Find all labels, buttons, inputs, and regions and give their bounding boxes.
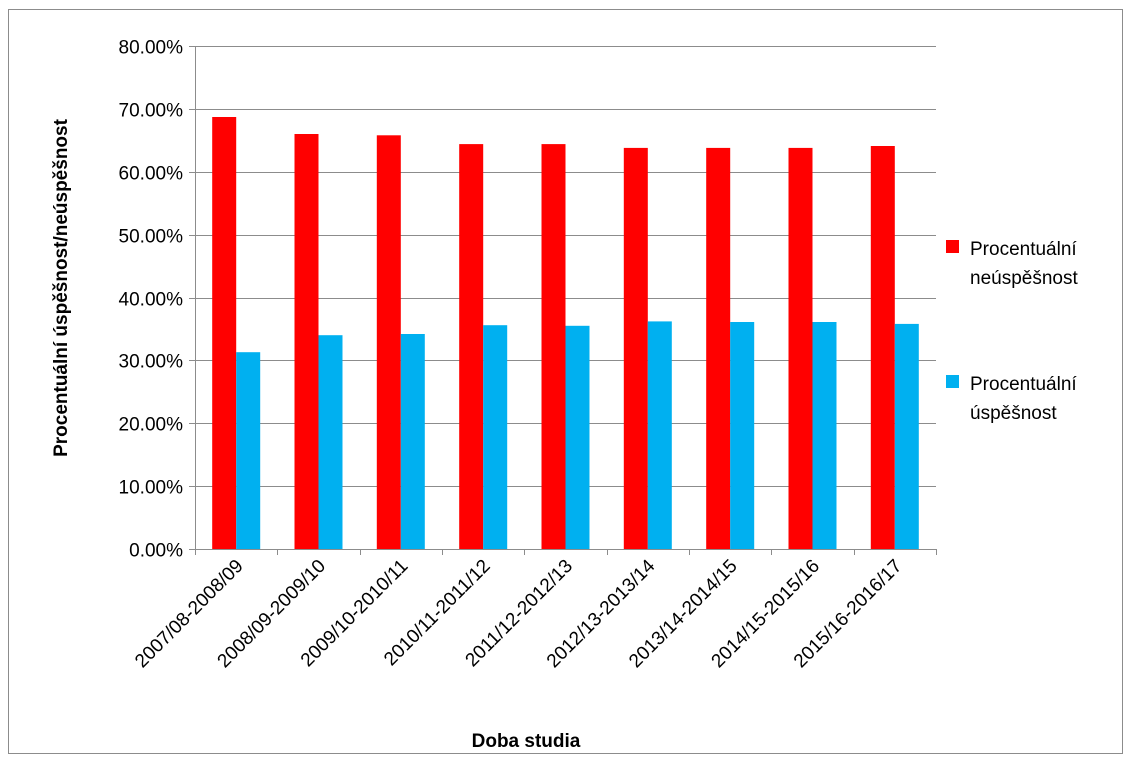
y-tick-label: 60.00% <box>119 164 184 185</box>
y-tick-label: 50.00% <box>119 227 184 248</box>
legend-label: neúspěšnost <box>970 268 1078 289</box>
axes <box>189 46 937 555</box>
x-axis-title: Doba studia <box>472 731 581 752</box>
legend-label: úspěšnost <box>970 403 1057 424</box>
bar-uspesnost <box>318 335 343 549</box>
bar-uspesnost <box>647 321 672 549</box>
y-axis-title: Procentuální úspěšnost/neúspěšnost <box>51 118 72 457</box>
y-tick-label: 80.00% <box>119 38 184 59</box>
bar-neuspesnost <box>376 135 401 550</box>
legend-label: Procentuální <box>970 374 1077 395</box>
bar-neuspesnost <box>788 147 813 549</box>
bar-neuspesnost <box>541 144 566 549</box>
bar-neuspesnost <box>212 117 237 549</box>
bar-neuspesnost <box>870 146 895 549</box>
bar-uspesnost <box>236 352 261 549</box>
legend-swatch <box>946 240 959 253</box>
y-tick-label: 30.00% <box>119 352 184 373</box>
bar-neuspesnost <box>706 147 731 549</box>
y-tick-label: 20.00% <box>119 415 184 436</box>
bar-uspesnost <box>483 325 508 549</box>
bar-uspesnost <box>565 325 590 549</box>
bar-neuspesnost <box>623 147 648 549</box>
bar-uspesnost <box>400 334 425 549</box>
legend-label: Procentuální <box>970 239 1077 260</box>
bar-uspesnost <box>812 322 837 549</box>
bars <box>212 117 919 550</box>
y-axis-tick-labels: 0.00% 10.00% 20.00% 30.00% 40.00% 50.00% 60.00… <box>119 38 184 562</box>
y-tick-label: 10.00% <box>119 478 184 499</box>
legend: Procentuální neúspěšnost Procentuální úspěš… <box>946 239 1078 424</box>
bar-neuspesnost <box>294 134 319 549</box>
bar-neuspesnost <box>459 144 484 549</box>
y-tick-label: 70.00% <box>119 101 184 122</box>
bar-uspesnost <box>894 323 919 549</box>
y-tick-label: 40.00% <box>119 290 184 311</box>
bar-uspesnost <box>730 322 755 549</box>
y-tick-label: 0.00% <box>129 541 183 562</box>
legend-swatch <box>946 375 959 388</box>
